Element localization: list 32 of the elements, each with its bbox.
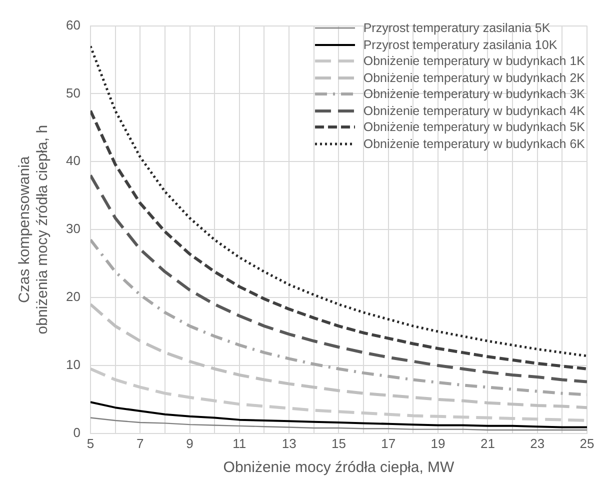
y-tick-label: 40 xyxy=(66,153,80,168)
y-tick-label: 10 xyxy=(66,357,80,372)
x-tick-label: 15 xyxy=(331,436,346,451)
legend-label: Obniżenie temperatury w budynkach 1K xyxy=(363,53,585,70)
x-tick-label: 21 xyxy=(480,436,495,451)
y-tick-label: 0 xyxy=(73,424,80,440)
x-tick-label: 17 xyxy=(381,436,396,451)
legend-label: Przyrost temperatury zasilania 10K xyxy=(363,36,558,53)
y-axis-title: Czas kompensowania obniżenia mocy źródła ciepła, h xyxy=(16,124,52,334)
x-tick-label: 19 xyxy=(430,436,446,451)
y-tick-label: 20 xyxy=(66,289,80,304)
line-series xyxy=(90,367,587,422)
legend-label: Obniżenie temperatury w budynkach 3K xyxy=(363,86,585,102)
x-tick-label: 9 xyxy=(186,436,194,451)
x-tick-label: 25 xyxy=(580,436,594,451)
y-tick-label: 30 xyxy=(66,221,80,236)
x-tick-label: 23 xyxy=(530,436,545,451)
y-tick-label: 50 xyxy=(66,85,80,100)
x-tick-label: 11 xyxy=(232,436,246,451)
x-tick-label: 5 xyxy=(86,436,94,451)
y-tick-label: 60 xyxy=(66,17,80,32)
legend-label: Obniżenie temperatury w budynkach 5K xyxy=(363,119,585,136)
x-tick-label: 7 xyxy=(136,436,144,451)
line-series xyxy=(90,302,587,410)
line-series xyxy=(90,238,587,396)
legend-label: Obniżenie temperatury w budynkach 4K xyxy=(363,102,585,119)
legend-label: Przyrost temperatury zasilania 5K xyxy=(363,20,550,36)
legend-label: Obniżenie temperatury w budynkach 2K xyxy=(363,70,585,86)
line-series xyxy=(90,174,587,384)
x-axis-title: Obniżenie mocy źródła ciepła, MW xyxy=(223,459,456,476)
x-tick-label: 13 xyxy=(282,436,296,451)
legend-label: Obniżenie temperatury w budynkach 6K xyxy=(363,136,585,152)
